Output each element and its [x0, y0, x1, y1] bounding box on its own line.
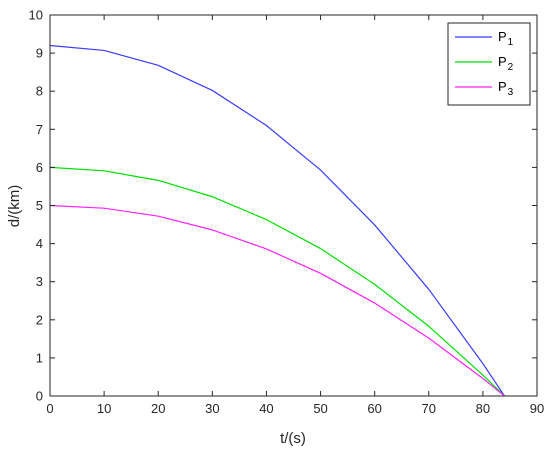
- ticks-layer: 0 10 20 30 40 50 60 70 80 90 0 1 2 3 4 5 6 7 8 9 10: [29, 8, 545, 417]
- x-tick-label: 70: [422, 401, 436, 416]
- x-axis-label: t/(s): [280, 430, 306, 447]
- x-tick-label: 60: [367, 401, 381, 416]
- y-tick-label: 6: [36, 160, 43, 175]
- y-tick-label: 1: [36, 350, 43, 365]
- y-tick-label: 0: [36, 389, 43, 404]
- x-tick-label: 40: [259, 401, 273, 416]
- y-tick-label: 5: [36, 198, 43, 213]
- x-tick-label: 30: [205, 401, 219, 416]
- x-tick-label: 0: [46, 401, 53, 416]
- series-line-p3: [49, 204, 505, 397]
- y-tick-label: 8: [36, 84, 43, 99]
- y-tick-label: 4: [36, 236, 43, 251]
- x-tick-label: 80: [476, 401, 490, 416]
- y-tick-label: 2: [36, 312, 43, 327]
- x-tick-label: 20: [151, 401, 165, 416]
- y-tick-label: 9: [36, 46, 43, 61]
- x-tick-label: 10: [97, 401, 111, 416]
- series-line-p1: [49, 44, 506, 397]
- series-line-p2: [49, 166, 505, 397]
- x-tick-label: 50: [313, 401, 327, 416]
- y-tick-label: 7: [36, 122, 43, 137]
- x-tick-label: 90: [530, 401, 544, 416]
- series-layer: [49, 44, 506, 397]
- y-tick-label: 10: [29, 8, 43, 23]
- y-tick-label: 3: [36, 274, 43, 289]
- legend-box: [447, 22, 531, 106]
- y-axis-label: d/(km): [6, 185, 23, 228]
